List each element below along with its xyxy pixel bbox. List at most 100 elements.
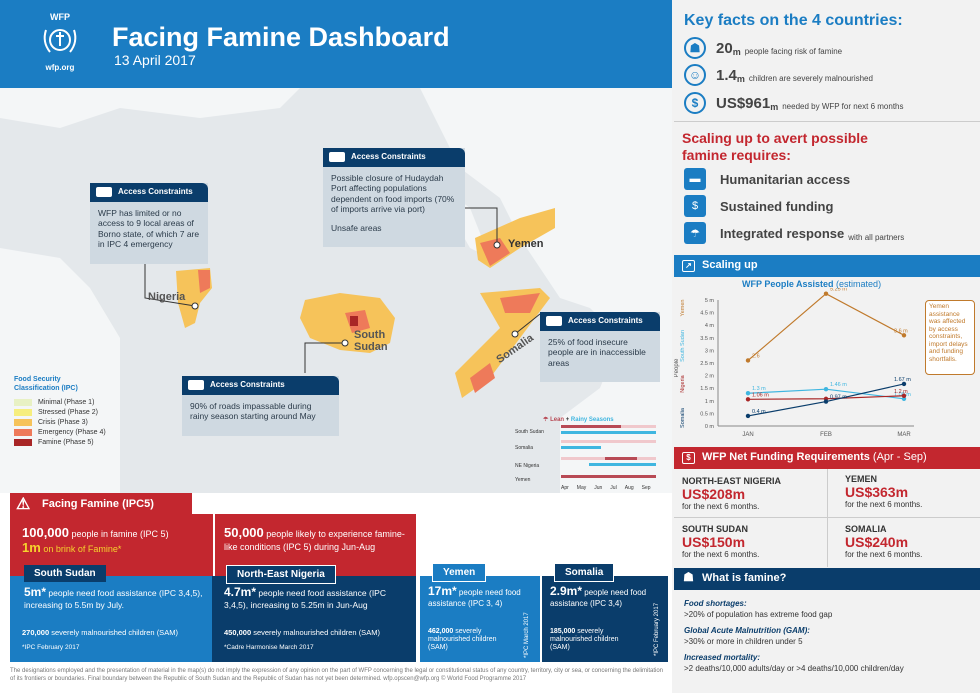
legend-series-name: Nigeria: [680, 374, 686, 392]
data-point: [745, 397, 751, 402]
panel-yemen: 17m* people need food assistance (IPC 3,…: [420, 576, 540, 662]
logo-url: wfp.org: [45, 63, 75, 72]
season-country: South Sudan: [515, 429, 544, 435]
child-icon: ☺: [684, 64, 706, 86]
tag-somalia: Somalia: [554, 563, 615, 582]
legend-item: Famine (Phase 5): [14, 439, 106, 446]
data-label: 2.6: [752, 353, 760, 359]
y-axis-label: People: [674, 358, 680, 377]
series-line-yemen: [747, 292, 905, 361]
key-fact-row: ☗ 20 m people facing risk of famine: [684, 37, 842, 59]
y-tick-label: 3 m: [705, 348, 715, 354]
scaling-item: ☂ Integrated response with all partners: [684, 222, 904, 244]
family-icon: ☗: [683, 570, 694, 584]
famine-header: ⚠ Facing Famine (IPC5): [10, 493, 192, 515]
data-label: 1.06 m: [752, 392, 769, 398]
y-tick-label: 2.5 m: [700, 361, 714, 367]
legend-series-name: Somalia: [680, 407, 686, 428]
truck-icon: [546, 316, 562, 327]
famine-left-num2: 1m: [22, 540, 41, 555]
map-area[interactable]: Access Constraints WFP has limited or no…: [0, 88, 672, 493]
data-point: [745, 358, 751, 363]
data-point: [901, 333, 907, 338]
scaling-item: ▬ Humanitarian access: [684, 168, 850, 190]
funding-item: SOMALIA US$240m for the next 6 months.: [845, 524, 923, 559]
callout-yemen[interactable]: Access Constraints Possible closure of H…: [323, 148, 465, 247]
season-country: NE Nigeria: [515, 463, 540, 469]
callout-header: Access Constraints: [540, 312, 660, 331]
header-bar: [0, 0, 672, 88]
ipc-legend: Food Security Classification (IPC) Minim…: [14, 375, 106, 449]
legend-item: Crisis (Phase 3): [14, 419, 106, 426]
callout-header: Access Constraints: [323, 148, 465, 167]
data-point: [745, 391, 751, 396]
data-point: [901, 381, 907, 387]
tag-nigeria: North-East Nigeria: [226, 565, 336, 584]
data-point: [823, 399, 829, 404]
funding-grid: NORTH-EAST NIGERIA US$208m for the next 6 …: [674, 469, 980, 567]
season-country: Yemen: [515, 477, 531, 483]
data-point: [823, 387, 829, 392]
page-title: Facing Famine Dashboard: [112, 22, 450, 52]
x-tick-label: FEB: [820, 432, 832, 438]
line-chart-icon: ↗: [682, 260, 695, 272]
season-country: Somalia: [515, 445, 534, 451]
y-tick-label: 3.5 m: [700, 336, 714, 342]
legend-title: Food Security Classification (IPC): [14, 376, 78, 392]
truck-icon: ▬: [684, 168, 706, 190]
famine-left-num: 100,000: [22, 525, 69, 540]
parachute-icon: ☂: [684, 222, 706, 244]
data-label: 0.97 m: [830, 395, 847, 401]
famine-right-num: 50,000: [224, 525, 264, 540]
legend-series-name: South Sudan: [680, 330, 686, 362]
callout-south-sudan[interactable]: Access Constraints 90% of roads impassab…: [182, 376, 339, 436]
funding-item: YEMEN US$363m for the next 6 months.: [845, 474, 923, 509]
data-point: [901, 396, 907, 401]
scaling-up-header: ↗ Scaling up: [674, 255, 980, 277]
callout-nigeria[interactable]: Access Constraints WFP has limited or no…: [90, 183, 208, 264]
tag-yemen: Yemen: [432, 563, 487, 582]
data-label: 5.25 m: [830, 288, 847, 293]
callout-bullet: 90% of roads impassable during rainy sea…: [190, 400, 316, 422]
key-facts-title: Key facts on the 4 countries:: [684, 12, 903, 29]
footer-disclaimer: The designations employed and the presen…: [10, 668, 664, 682]
panel-south-sudan: 5m* people need food assistance (IPC 3,4…: [10, 576, 212, 662]
warning-icon: ⚠: [16, 496, 31, 513]
what-famine-list: Food shortages: >20% of population has e…: [684, 599, 904, 673]
wheat-wreath-icon: [43, 29, 77, 53]
funding-header: $ WFP Net Funding Requirements (Apr - Sep…: [674, 447, 980, 469]
callout-bullet: Unsafe areas: [331, 222, 382, 233]
y-tick-label: 0 m: [705, 424, 715, 430]
data-point: [745, 413, 751, 419]
label-south-sudan: South Sudan: [354, 329, 388, 353]
data-label: 1.67 m: [894, 377, 911, 383]
callout-header: Access Constraints: [90, 183, 208, 202]
key-fact-row: ☺ 1.4 m children are severely malnourishe…: [684, 64, 873, 86]
legend-item: Emergency (Phase 4): [14, 429, 106, 436]
people-assisted-chart[interactable]: 0 m 0.5 m 1 m 1.5 m 2 m 2.5 m 3 m 3.5 m 4 m 4.5 m…: [674, 288, 980, 446]
legend-item: Minimal (Phase 1): [14, 399, 106, 406]
callout-header: Access Constraints: [182, 376, 339, 395]
x-tick-label: JAN: [742, 432, 753, 438]
tag-south-sudan: South Sudan: [24, 565, 106, 582]
label-yemen: Yemen: [508, 238, 544, 250]
dollar-icon: $: [684, 92, 706, 114]
callout-somalia[interactable]: Access Constraints 25% of food insecure …: [540, 312, 660, 382]
data-label: 1.2 m: [894, 389, 908, 395]
what-famine-header: ☗ What is famine?: [674, 568, 980, 590]
y-tick-label: 1.5 m: [700, 386, 714, 392]
wfp-logo[interactable]: WFP wfp.org: [34, 12, 86, 78]
legend-item: Stressed (Phase 2): [14, 409, 106, 416]
callout-bullet: Possible closure of Hudaydah Port affect…: [331, 172, 455, 215]
panel-nigeria: 4.7m* people need food assistance (IPC 3…: [212, 576, 416, 662]
y-tick-label: 0.5 m: [700, 411, 714, 417]
data-label: 3.6 m: [894, 328, 908, 334]
y-tick-label: 4 m: [705, 323, 715, 329]
data-point: [823, 291, 829, 296]
funding-item: NORTH-EAST NIGERIA US$208m for the next 6 …: [682, 476, 781, 511]
truck-icon: [96, 187, 112, 198]
money-icon: $: [682, 452, 695, 464]
chart-annotation: Yemen assistance was affected by access …: [925, 300, 975, 375]
people-icon: ☗: [684, 37, 706, 59]
callout-bullet: WFP has limited or no access to 9 local …: [98, 207, 200, 250]
